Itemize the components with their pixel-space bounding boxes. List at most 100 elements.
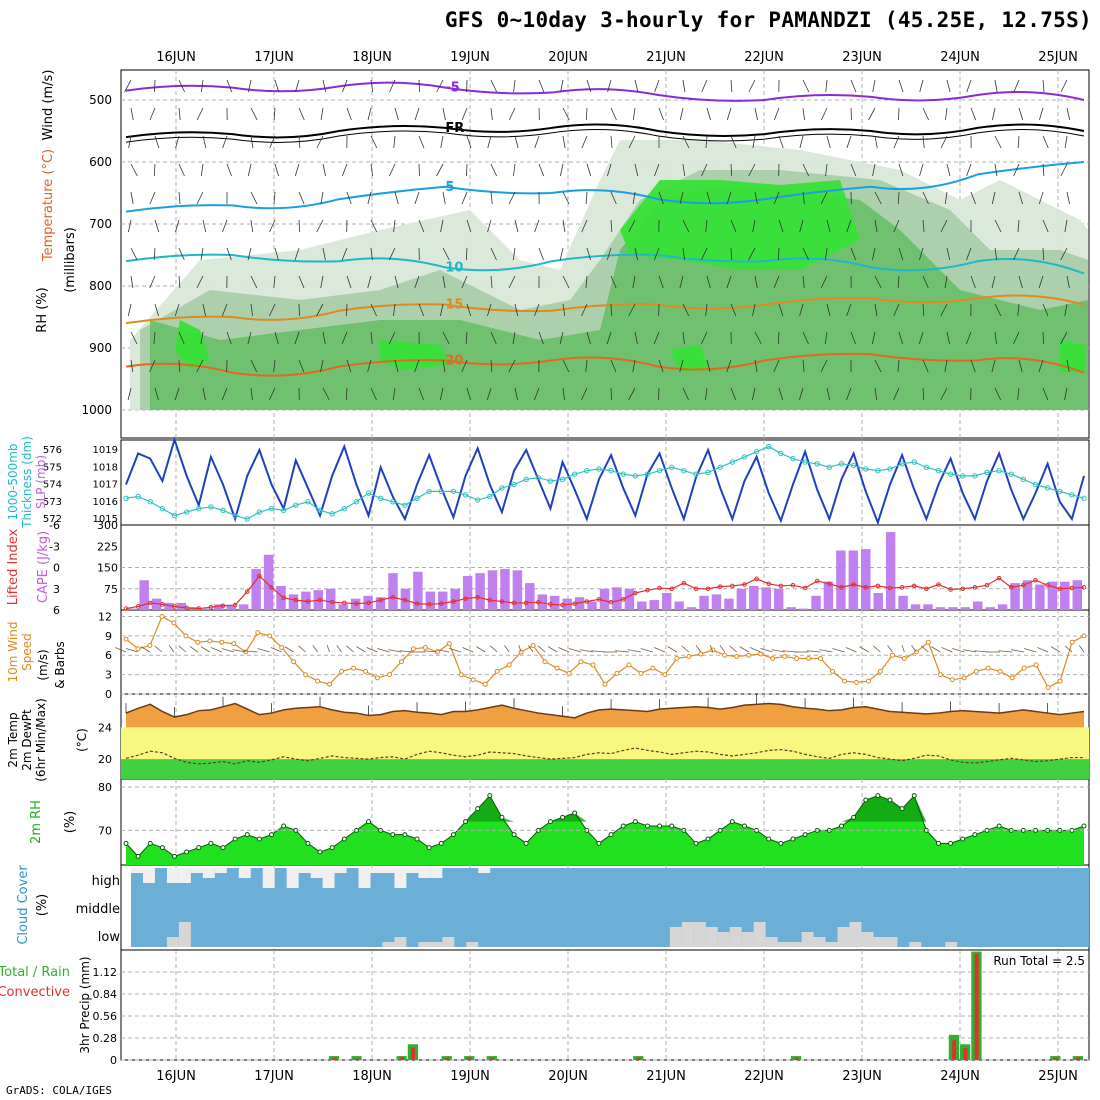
wind-barb <box>1037 647 1049 653</box>
wind-barb <box>931 646 941 653</box>
thickness-point <box>705 469 711 476</box>
high-cloud-gap <box>382 868 395 873</box>
cape-bar <box>276 585 286 610</box>
upper-wind-barb <box>196 359 204 373</box>
upper-wind-barb <box>370 331 373 345</box>
wind-barb <box>1023 648 1037 653</box>
precip-tick-label: 0.84 <box>93 988 118 1001</box>
li-point <box>802 585 808 591</box>
upper-wind-barb <box>820 275 828 289</box>
thickness-point <box>438 488 444 495</box>
low-cloud-gap <box>693 922 706 947</box>
wind-speed-point <box>734 654 740 660</box>
upper-wind-barb <box>820 359 828 373</box>
upper-wind-barb <box>1060 331 1068 345</box>
upper-wind-barb <box>874 359 882 373</box>
upper-wind-barb <box>1013 79 1020 93</box>
thickness-label-line1: 1000-500mb <box>6 443 20 520</box>
upper-wind-barb <box>922 135 925 149</box>
low-cloud-gap <box>717 932 730 947</box>
upper-wind-barb <box>394 359 399 373</box>
thickness-point <box>863 466 869 472</box>
upper-wind-barb <box>196 275 204 289</box>
cape-bar <box>861 549 871 610</box>
upper-wind-barb <box>130 275 134 289</box>
cape-bar <box>823 581 834 610</box>
high-cloud-gap <box>286 868 299 888</box>
upper-wind-barb <box>486 387 492 401</box>
upper-wind-barb <box>654 163 660 177</box>
upper-wind-barb <box>1017 135 1020 149</box>
upper-wind-barb <box>946 79 951 93</box>
upper-wind-barb <box>295 79 300 93</box>
upper-wind-barb <box>247 331 252 345</box>
upper-wind-barb <box>442 275 446 289</box>
low-cloud-gap <box>178 922 191 947</box>
upper-wind-barb <box>200 247 204 261</box>
cape-bar <box>935 607 946 610</box>
wind-speed-point <box>1057 678 1063 684</box>
thickness-point <box>159 505 166 512</box>
upper-wind-barb <box>777 331 780 345</box>
low-cloud-gap <box>466 942 479 947</box>
date-label-bottom: 20JUN <box>548 1069 588 1084</box>
li-tick-label: 3 <box>53 583 60 596</box>
upper-wind-barb <box>897 275 900 289</box>
cape-bar <box>176 602 187 610</box>
upper-wind-barb <box>1042 219 1049 233</box>
li-point <box>123 606 129 611</box>
upper-wind-barb <box>202 387 206 401</box>
wind-speed-point <box>614 670 620 676</box>
upper-wind-barb <box>388 331 396 345</box>
upper-wind-barb <box>465 247 468 261</box>
li-point <box>705 586 711 592</box>
rh-point <box>341 836 347 842</box>
wind-barb <box>366 647 378 653</box>
upper-wind-barb <box>706 107 711 121</box>
rh-point <box>184 849 190 855</box>
upper-wind-barb <box>1038 359 1044 373</box>
precip-tick-label: 0.28 <box>93 1032 118 1045</box>
wind-barb <box>859 646 869 653</box>
high-cloud-gap <box>418 868 431 878</box>
upper-wind-barb <box>966 247 972 261</box>
upper-wind-barb <box>130 191 134 205</box>
cape-bar <box>425 591 436 610</box>
wind-speed-point <box>123 636 129 642</box>
thickness-point <box>123 495 129 501</box>
upper-wind-barb <box>682 303 690 317</box>
rh-point <box>329 845 335 851</box>
high-cloud-gap <box>238 868 251 878</box>
wind-barb <box>681 645 690 653</box>
upper-wind-barb <box>874 275 882 289</box>
high-cloud-gap <box>166 868 179 883</box>
thickness-point <box>414 495 420 501</box>
date-label-bottom: 18JUN <box>352 1069 392 1084</box>
wind-barb <box>336 645 342 653</box>
upper-wind-barb <box>585 107 588 121</box>
thickness-tick-label: 575 <box>43 462 62 473</box>
upper-wind-barb <box>706 275 711 289</box>
wind-speed-point <box>494 668 500 674</box>
low-cloud-gap <box>382 942 395 947</box>
wind-speed-point <box>363 668 368 674</box>
thickness-point <box>365 490 372 496</box>
rh-point <box>208 840 214 846</box>
thickness-point <box>656 468 663 474</box>
cloud-label-2: (%) <box>35 894 50 917</box>
thickness-point <box>390 499 396 505</box>
upper-wind-barb <box>632 359 636 373</box>
cape-bar <box>500 568 510 610</box>
upper-wind-barb <box>874 219 878 233</box>
upper-wind-barb <box>874 387 878 401</box>
cape-bar <box>375 597 386 610</box>
date-label-top: 24JUN <box>940 50 980 65</box>
upper-wind-barb <box>898 331 903 345</box>
upper-wind-barb <box>970 107 977 121</box>
upper-wind-barb <box>389 79 396 93</box>
li-point <box>281 595 286 601</box>
upper-wind-barb <box>802 79 810 93</box>
upper-wind-barb <box>658 387 660 401</box>
li-point <box>1057 586 1063 592</box>
